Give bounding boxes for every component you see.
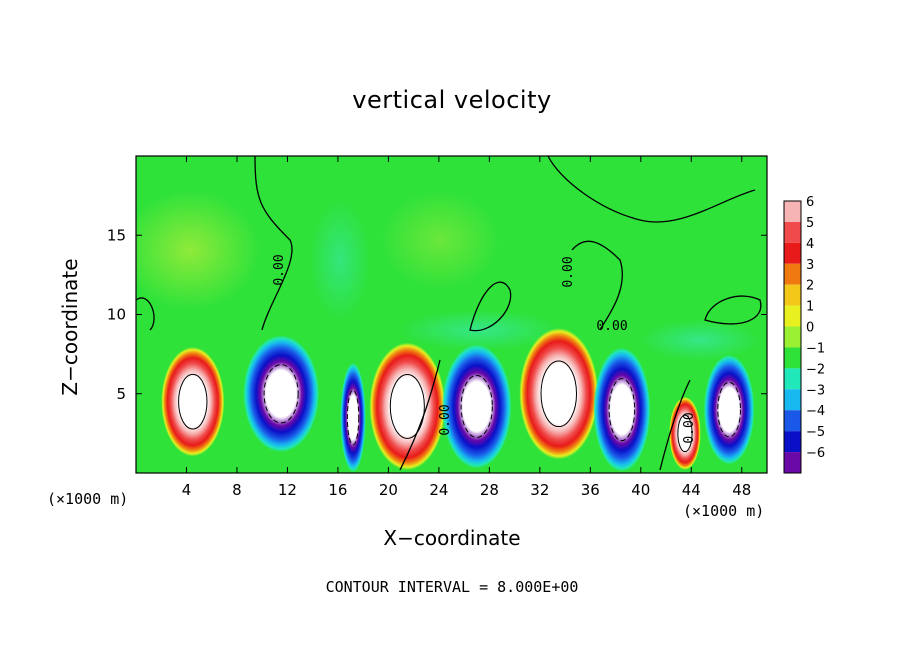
heatmap-cell <box>161 346 225 457</box>
x-tick-label: 28 <box>480 481 499 499</box>
y-tick-label: 5 <box>116 385 126 403</box>
colorbar-swatch <box>784 431 801 453</box>
colorbar: 6 5 4 3 2 1 0 −1 −2 −3 −4 −5 −6 <box>783 195 825 474</box>
x-tick-label: 40 <box>631 481 650 499</box>
contour-labels: 0.00 0.00 0.00 0.00 0.00 <box>272 254 697 443</box>
contour-line <box>263 364 299 424</box>
colorbar-label: −3 <box>806 383 825 398</box>
contour-line <box>717 381 741 438</box>
colorbar-frame <box>783 200 802 474</box>
contour-label: 0.00 <box>682 412 697 443</box>
x-tick-label: 48 <box>732 481 751 499</box>
x-tick-label: 20 <box>379 481 398 499</box>
contour-line <box>469 281 512 332</box>
colorbar-label: 3 <box>806 258 814 273</box>
heatmap-cell <box>703 354 755 465</box>
colorbar-label: 2 <box>806 279 814 294</box>
colorbar-swatch <box>784 263 801 285</box>
x-axis: 4 8 12 16 20 24 28 32 36 40 44 48 <box>182 156 751 499</box>
contour-line <box>677 414 693 453</box>
heatmap-field <box>136 156 767 473</box>
contour-line <box>346 389 360 446</box>
contour-line <box>547 156 756 223</box>
contour-line <box>399 359 441 471</box>
contour-line <box>136 297 155 331</box>
x-tick-label: 12 <box>278 481 297 499</box>
y-tick-label: 15 <box>107 226 126 244</box>
colorbar-label: 0 <box>806 321 814 336</box>
contour-label: 0.00 <box>561 256 576 287</box>
colorbar-swatch <box>784 242 801 264</box>
colorbar-label: 1 <box>806 300 814 315</box>
colorbar-label: 5 <box>806 216 814 231</box>
x-unit-right: (×1000 m) <box>683 502 765 520</box>
heatmap-cell <box>369 342 446 471</box>
contour-line <box>571 240 623 331</box>
colorbar-swatch <box>784 284 801 306</box>
contour-line <box>540 360 578 428</box>
heatmap-cell <box>519 328 599 460</box>
colorbar-swatch <box>784 452 801 473</box>
heatmap-cell <box>593 347 651 472</box>
contour-line <box>608 378 636 442</box>
x-tick-label: 4 <box>182 481 192 499</box>
contour-line <box>460 374 493 438</box>
colorbar-label: −1 <box>806 341 825 356</box>
x-tick-label: 36 <box>581 481 600 499</box>
colorbar-swatch <box>784 410 801 432</box>
x-tick-label: 16 <box>328 481 347 499</box>
contour-label: 0.00 <box>272 254 287 285</box>
chart-title: vertical velocity <box>352 86 552 114</box>
contour-line <box>659 379 691 471</box>
colorbar-label: −4 <box>806 404 825 419</box>
contour-interval-note: CONTOUR INTERVAL = 8.000E+00 <box>325 578 579 596</box>
heatmap-cell <box>340 362 366 473</box>
contour-line <box>389 374 425 439</box>
colorbar-swatch <box>784 326 801 348</box>
x-tick-label: 8 <box>232 481 242 499</box>
colorbar-label: −5 <box>806 425 825 440</box>
colorbar-swatch <box>784 389 801 411</box>
heatmap-cell <box>669 396 701 470</box>
y-tick-label: 10 <box>107 306 126 324</box>
y-axis-label: Z−coordinate <box>58 258 82 396</box>
y-axis: 5 10 15 <box>107 226 767 403</box>
contour-line <box>254 156 293 331</box>
colorbar-swatch <box>784 221 801 243</box>
colorbar-swatch <box>784 305 801 327</box>
contour-label: 0.00 <box>596 319 627 334</box>
colorbar-label: −6 <box>806 446 825 461</box>
contour-line <box>704 295 762 325</box>
x-tick-label: 32 <box>530 481 549 499</box>
x-axis-label: X−coordinate <box>383 526 521 550</box>
x-tick-label: 44 <box>682 481 701 499</box>
colorbar-label: 6 <box>806 195 814 210</box>
colorbar-swatch <box>784 347 801 369</box>
colorbar-label: −2 <box>806 362 825 377</box>
heatmap-cell <box>243 335 319 453</box>
heatmap-cell <box>442 344 512 469</box>
colorbar-swatch <box>784 368 801 390</box>
contour-label: 0.00 <box>438 404 453 435</box>
x-tick-label: 24 <box>429 481 448 499</box>
colorbar-swatch <box>784 201 801 222</box>
colorbar-label: 4 <box>806 237 814 252</box>
x-unit-left: (×1000 m) <box>47 490 129 508</box>
contour-line <box>178 373 208 430</box>
